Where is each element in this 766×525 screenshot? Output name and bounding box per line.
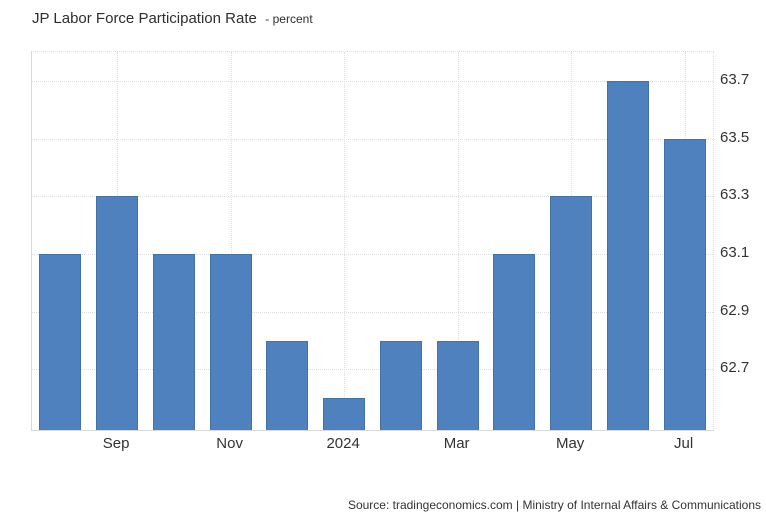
y-tick-label: 63.1 [720, 243, 750, 261]
y-tick-label: 63.5 [720, 128, 750, 146]
chart-title: JP Labor Force Participation Rate [32, 10, 257, 27]
plot-area [31, 51, 714, 431]
x-tick-label: May [555, 435, 585, 452]
x-tick-label: Mar [443, 435, 470, 452]
bar-jun-2024[interactable] [606, 80, 649, 430]
y-tick-label: 63.7 [720, 70, 750, 88]
x-axis: Sep Nov 2024 Mar May Jul [31, 434, 712, 454]
x-tick-label: Nov [216, 435, 243, 452]
bar-apr-2024[interactable] [493, 254, 536, 430]
bar-jul-2024[interactable] [663, 138, 706, 430]
y-tick-label: 63.3 [720, 186, 750, 204]
horizontal-gridline [32, 369, 713, 371]
bar-sep-2023[interactable] [96, 196, 139, 430]
horizontal-gridline [32, 80, 713, 82]
chart-header: JP Labor Force Participation Rate - perc… [32, 10, 313, 28]
bar-may-2024[interactable] [550, 196, 593, 430]
x-tick-label: 2024 [326, 435, 360, 452]
bar-mar-2024[interactable] [436, 340, 479, 430]
bar-feb-2024[interactable] [379, 340, 422, 430]
x-tick-label: Jul [674, 435, 694, 452]
horizontal-gridline [32, 196, 713, 198]
horizontal-gridline [32, 253, 713, 255]
chart-subtitle: - percent [265, 12, 313, 26]
vertical-gridline [230, 52, 232, 430]
horizontal-gridline [32, 138, 713, 140]
bar-dec-2023[interactable] [266, 340, 309, 430]
x-tick-label: Sep [102, 435, 130, 452]
horizontal-gridline [32, 311, 713, 313]
bar-jan-2024[interactable] [323, 398, 366, 430]
bar-nov-2023[interactable] [209, 254, 252, 430]
bar-aug-2023[interactable] [39, 254, 82, 430]
y-tick-label: 62.9 [720, 301, 750, 319]
vertical-gridline [344, 52, 346, 430]
y-axis: 63.7 63.5 63.3 63.1 62.9 62.7 [720, 51, 766, 429]
source-attribution: Source: tradingeconomics.com | Ministry … [347, 498, 761, 512]
bar-oct-2023[interactable] [152, 254, 195, 430]
y-tick-label: 62.7 [720, 359, 750, 377]
vertical-gridline [457, 52, 459, 430]
